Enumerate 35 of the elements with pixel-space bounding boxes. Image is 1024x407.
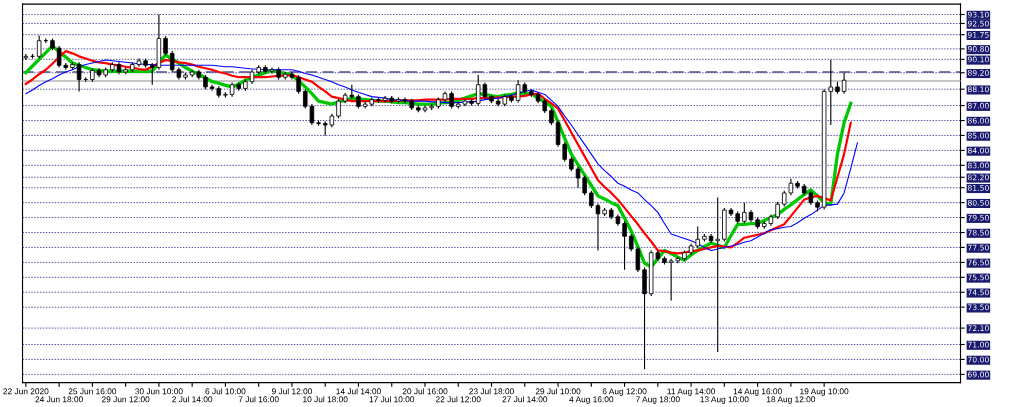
x-tick-label: 6 Jul 10:00 — [205, 388, 246, 395]
x-tick-label: 23 Jul 18:00 — [469, 388, 514, 395]
x-tick-label: 25 Jun 16:00 — [68, 388, 117, 395]
candlestick — [582, 175, 587, 196]
x-tick-label: 6 Aug 12:00 — [602, 388, 647, 396]
x-tick-label: 4 Aug 16:00 — [569, 396, 614, 404]
candlestick — [622, 220, 627, 271]
x-tick-label: 29 Jul 10:00 — [535, 388, 581, 395]
x-tick-label: 22 Jul 12:00 — [435, 396, 481, 403]
x-tick-label: 9 Jul 12:00 — [271, 388, 313, 395]
candlestick — [36, 34, 42, 60]
candlestick — [575, 166, 581, 189]
x-tick-label: 7 Jul 16:00 — [238, 396, 279, 403]
candlestick — [336, 98, 341, 119]
x-tick-label: 14 Jul 14:00 — [336, 388, 381, 395]
x-tick-label: 29 Jun 12:00 — [101, 396, 150, 403]
x-tick-label: 13 Aug 10:00 — [700, 396, 749, 404]
x-tick-label: 27 Jul 14:00 — [502, 396, 548, 403]
x-tick-label: 24 Jun 18:00 — [35, 396, 83, 403]
x-tick-label: 10 Jul 18:00 — [303, 396, 348, 403]
candlestick — [76, 61, 82, 92]
x-tick-label: 11 Aug 14:00 — [667, 388, 716, 396]
x-tick-label: 19 Aug 10:00 — [800, 388, 849, 396]
x-tick-label: 2 Jul 14:00 — [172, 396, 213, 403]
candlestick — [642, 267, 647, 370]
candlestick — [841, 72, 847, 95]
x-tick-label: 18 Aug 12:00 — [766, 396, 816, 404]
x-tick-label: 22 Jun 2020 — [3, 388, 49, 395]
x-tick-label: 30 Jun 10:00 — [135, 388, 183, 395]
x-tick-label: 14 Aug 16:00 — [733, 388, 782, 396]
x-tick-label: 20 Jul 16:00 — [402, 388, 448, 395]
x-tick-label: 17 Jul 10:00 — [369, 396, 415, 403]
x-tick-label: 7 Aug 18:00 — [636, 396, 680, 404]
candlestick — [163, 35, 168, 57]
candlestick — [296, 74, 301, 95]
